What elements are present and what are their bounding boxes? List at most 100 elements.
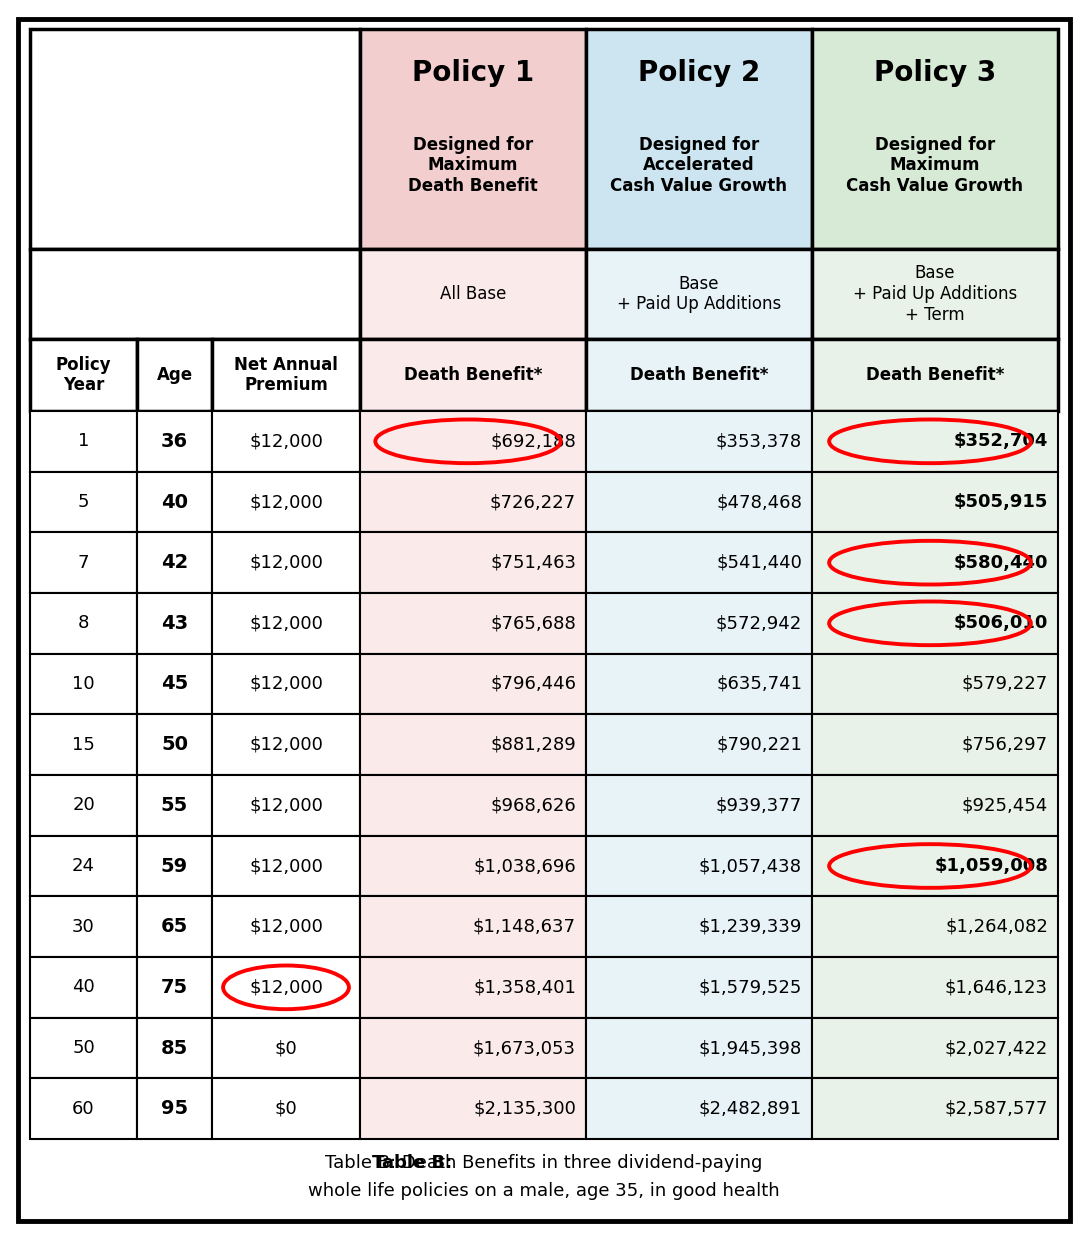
Bar	[30, 1017, 137, 1078]
Bar	[212, 654, 360, 715]
Text: $0: $0	[274, 1040, 297, 1057]
Text: 85: 85	[161, 1038, 188, 1058]
Bar	[360, 715, 586, 776]
Text: $12,000: $12,000	[249, 554, 323, 571]
Bar	[360, 957, 586, 1017]
Bar	[360, 654, 586, 715]
Text: $2,587,577: $2,587,577	[944, 1100, 1048, 1118]
Text: 75: 75	[161, 978, 188, 997]
Text: Age: Age	[157, 366, 193, 384]
Text: $635,741: $635,741	[716, 675, 802, 693]
Text: $2,482,891: $2,482,891	[698, 1100, 802, 1118]
Bar	[30, 411, 137, 472]
Text: $12,000: $12,000	[249, 493, 323, 510]
Text: Table B: Death Benefits in three dividend-paying: Table B: Death Benefits in three dividen…	[325, 1154, 763, 1172]
Bar	[586, 472, 812, 533]
Bar	[212, 896, 360, 957]
Text: 36: 36	[161, 432, 188, 451]
Text: $2,027,422: $2,027,422	[944, 1040, 1048, 1057]
Text: 40: 40	[161, 492, 188, 512]
Bar	[360, 339, 586, 411]
Text: $12,000: $12,000	[249, 736, 323, 753]
Bar	[586, 28, 812, 249]
Text: $1,239,339: $1,239,339	[698, 918, 802, 935]
Text: $12,000: $12,000	[249, 979, 323, 996]
Bar	[812, 533, 1058, 593]
Bar	[586, 249, 812, 339]
Bar	[360, 1017, 586, 1078]
Text: $1,579,525: $1,579,525	[698, 979, 802, 996]
Text: $1,059,008: $1,059,008	[935, 857, 1048, 875]
Text: Table B:: Table B:	[372, 1154, 453, 1172]
Bar	[812, 715, 1058, 776]
Bar	[212, 835, 360, 896]
Bar	[812, 411, 1058, 472]
Text: $505,915: $505,915	[953, 493, 1048, 510]
Bar	[30, 1078, 137, 1139]
Bar	[360, 896, 586, 957]
Bar	[30, 593, 137, 654]
Text: Death Benefit*: Death Benefit*	[404, 366, 542, 384]
Bar	[812, 249, 1058, 339]
Bar	[360, 411, 586, 472]
Bar	[137, 715, 212, 776]
Bar	[812, 472, 1058, 533]
Text: $1,358,401: $1,358,401	[473, 979, 576, 996]
Bar	[586, 1078, 812, 1139]
Bar	[212, 715, 360, 776]
Text: $1,673,053: $1,673,053	[473, 1040, 576, 1057]
Bar	[30, 28, 360, 249]
Bar	[30, 776, 137, 835]
Text: $478,468: $478,468	[716, 493, 802, 510]
Text: 20: 20	[72, 797, 95, 814]
Text: 50: 50	[72, 1040, 95, 1057]
Bar	[812, 654, 1058, 715]
Text: $968,626: $968,626	[491, 797, 576, 814]
Bar	[137, 1017, 212, 1078]
Text: Policy 1: Policy 1	[412, 59, 534, 87]
Bar	[360, 835, 586, 896]
Bar	[586, 957, 812, 1017]
Text: 1: 1	[78, 432, 89, 450]
Text: 7: 7	[77, 554, 89, 571]
Text: 43: 43	[161, 613, 188, 633]
Text: 95: 95	[161, 1099, 188, 1118]
Bar	[30, 339, 137, 411]
Bar	[137, 1078, 212, 1139]
Text: $572,942: $572,942	[716, 615, 802, 632]
Text: $1,945,398: $1,945,398	[698, 1040, 802, 1057]
Text: $765,688: $765,688	[491, 615, 576, 632]
Bar	[137, 835, 212, 896]
Text: Death Benefit*: Death Benefit*	[866, 366, 1004, 384]
Bar	[212, 957, 360, 1017]
Text: Death Benefit*: Death Benefit*	[630, 366, 768, 384]
Bar	[586, 411, 812, 472]
Text: $353,378: $353,378	[716, 432, 802, 450]
Bar	[360, 593, 586, 654]
Text: Designed for
Maximum
Death Benefit: Designed for Maximum Death Benefit	[408, 135, 537, 196]
Text: 24: 24	[72, 857, 95, 875]
Bar	[30, 249, 360, 339]
Text: $790,221: $790,221	[716, 736, 802, 753]
Bar	[137, 776, 212, 835]
Text: $756,297: $756,297	[962, 736, 1048, 753]
Bar	[137, 339, 212, 411]
Text: $541,440: $541,440	[716, 554, 802, 571]
Bar	[212, 339, 360, 411]
Text: Designed for
Maximum
Cash Value Growth: Designed for Maximum Cash Value Growth	[846, 135, 1024, 196]
Bar	[30, 957, 137, 1017]
Text: $1,057,438: $1,057,438	[698, 857, 802, 875]
Bar	[30, 472, 137, 533]
Bar	[212, 411, 360, 472]
Bar	[586, 896, 812, 957]
Text: $12,000: $12,000	[249, 797, 323, 814]
Bar	[137, 896, 212, 957]
Bar	[812, 593, 1058, 654]
Text: 65: 65	[161, 917, 188, 937]
Text: $751,463: $751,463	[490, 554, 576, 571]
Text: $1,646,123: $1,646,123	[945, 979, 1048, 996]
Bar	[30, 715, 137, 776]
Bar	[212, 533, 360, 593]
Bar	[586, 654, 812, 715]
Bar	[137, 593, 212, 654]
